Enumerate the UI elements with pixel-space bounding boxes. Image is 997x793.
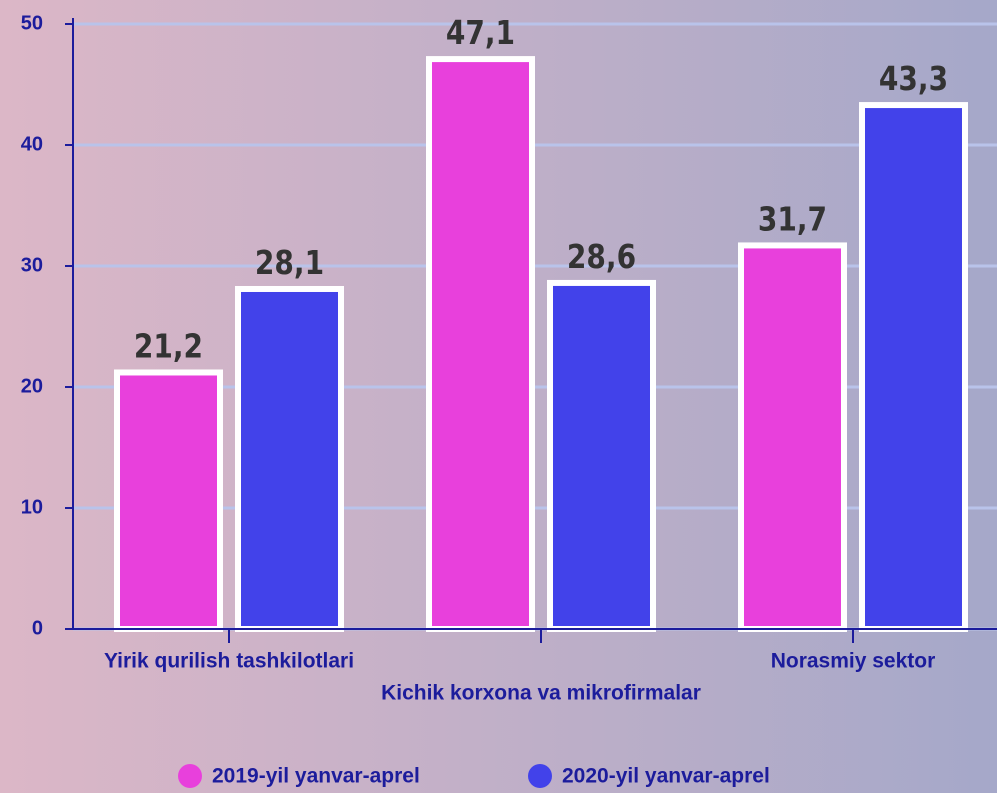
x-tick-label: Yirik qurilish tashkilotlari — [104, 650, 354, 673]
data-label: 31,7 — [758, 201, 827, 239]
bar — [547, 279, 656, 632]
data-label: 43,3 — [879, 61, 948, 99]
y-tick-label: 10 — [21, 496, 43, 518]
legend-label: 2019-yil yanvar-aprel — [212, 765, 420, 788]
bar — [426, 56, 535, 632]
legend-label: 2020-yil yanvar-aprel — [562, 765, 770, 788]
legend-marker — [178, 764, 202, 788]
data-label: 47,1 — [446, 15, 515, 53]
x-tick-label: Norasmiy sektor — [771, 650, 936, 673]
data-label: 28,1 — [255, 245, 324, 283]
y-tick-label: 50 — [21, 12, 43, 34]
data-label: 21,2 — [134, 329, 203, 367]
y-tick-label: 40 — [21, 133, 43, 155]
x-tick-label: Kichik korxona va mikrofirmalar — [381, 682, 701, 705]
y-tick-label: 30 — [21, 254, 43, 276]
y-tick-label: 0 — [32, 617, 43, 639]
bar — [235, 285, 344, 632]
bar — [114, 369, 223, 632]
legend-marker — [528, 764, 552, 788]
data-label: 28,6 — [567, 239, 636, 277]
y-tick-label: 20 — [21, 375, 43, 397]
bar — [859, 102, 968, 632]
bar — [738, 242, 847, 632]
